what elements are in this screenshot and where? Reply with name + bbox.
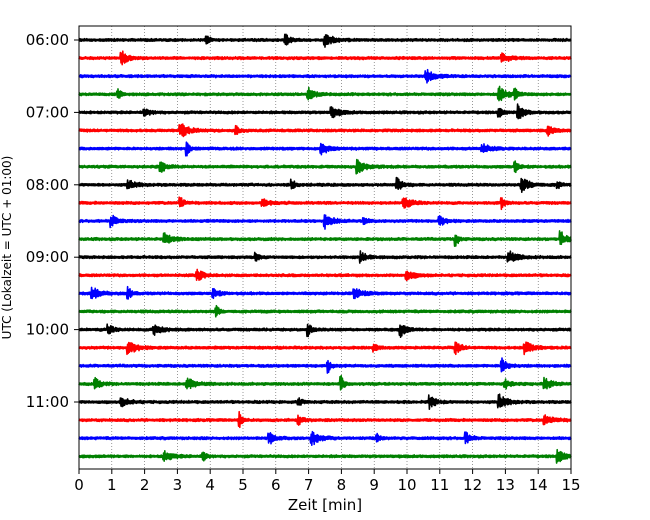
vertical-grid — [111, 26, 539, 469]
y-tick-label: 10:00 — [26, 321, 69, 339]
trace-0615 — [78, 50, 572, 66]
trace-1030 — [78, 357, 572, 374]
y-tick-label: 09:00 — [26, 248, 69, 266]
trace-1115 — [78, 410, 572, 429]
trace-0745 — [78, 158, 572, 175]
trace-1130 — [78, 430, 572, 446]
y-axis-label: UTC (Lokalzeit = UTC + 01:00) — [0, 156, 14, 340]
trace-0945 — [78, 304, 572, 318]
trace-0845 — [78, 230, 572, 248]
y-axis: 06:00 07:00 08:00 09:00 10:00 11:00 — [26, 31, 79, 411]
x-tick-label: 11 — [430, 476, 449, 494]
x-tick-label: 14 — [529, 476, 548, 494]
y-tick-label: 06:00 — [26, 31, 69, 49]
x-tick-label: 8 — [337, 476, 347, 494]
trace-0830 — [78, 214, 572, 230]
trace-0600 — [78, 33, 572, 48]
trace-0730 — [78, 141, 572, 157]
x-tick-label: 1 — [107, 476, 117, 494]
y-tick-label: 08:00 — [26, 176, 69, 194]
x-tick-label: 6 — [271, 476, 281, 494]
trace-1045 — [78, 374, 572, 391]
trace-0800 — [78, 176, 572, 194]
x-tick-label: 5 — [238, 476, 248, 494]
x-tick-label: 9 — [369, 476, 379, 494]
x-axis: 0 1 2 3 4 5 6 7 8 9 10 11 12 13 14 15 — [74, 469, 581, 494]
trace-0815 — [78, 196, 572, 211]
x-tick-label: 4 — [205, 476, 215, 494]
x-tick-label: 13 — [496, 476, 515, 494]
x-axis-label: Zeit [min] — [288, 496, 362, 514]
x-tick-label: 12 — [463, 476, 482, 494]
trace-0645 — [78, 85, 572, 102]
trace-0900 — [78, 250, 572, 264]
trace-1100 — [78, 393, 572, 410]
trace-1000 — [78, 323, 572, 339]
x-tick-label: 10 — [397, 476, 416, 494]
trace-0700 — [78, 103, 572, 120]
x-tick-label: 2 — [140, 476, 150, 494]
x-tick-label: 15 — [561, 476, 580, 494]
y-tick-label: 07:00 — [26, 103, 69, 121]
trace-1145 — [78, 448, 572, 464]
trace-0915 — [78, 268, 572, 282]
trace-0930 — [78, 285, 572, 300]
x-tick-label: 0 — [74, 476, 84, 494]
y-tick-label: 11:00 — [26, 393, 69, 411]
trace-1015 — [78, 341, 572, 356]
trace-0715 — [78, 123, 572, 138]
x-tick-label: 7 — [304, 476, 314, 494]
trace-group — [78, 33, 572, 464]
plot-frame — [78, 25, 572, 470]
trace-0630 — [78, 68, 572, 84]
x-tick-label: 3 — [173, 476, 183, 494]
